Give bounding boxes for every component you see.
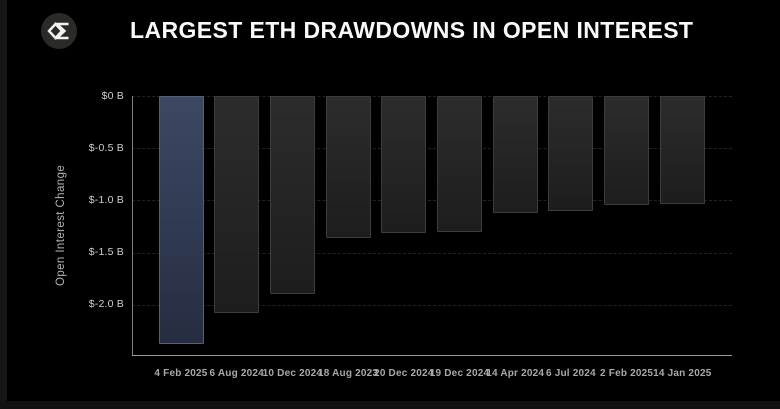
gridline [132,304,732,306]
bar-18-aug-2023[interactable] [325,96,371,239]
bar-14-jan-2025[interactable] [659,96,705,204]
bar-20-dec-2024[interactable] [381,96,427,233]
gridline [132,148,732,150]
chart-title: LARGEST ETH DRAWDOWNS IN OPEN INTEREST [130,17,694,43]
x-tick-label: 4 Feb 2025 [154,368,208,379]
bar-6-aug-2024[interactable] [214,96,260,314]
x-tick-label: 14 Jan 2025 [653,368,712,379]
x-tick-label: 20 Dec 2024 [374,368,434,379]
bar-14-apr-2024[interactable] [492,96,538,213]
gridline [132,200,732,202]
bar-19-dec-2024[interactable] [437,96,482,232]
bar-2-feb-2025[interactable] [604,96,650,205]
page-bottom-edge [0,401,780,409]
plot-area [132,96,732,355]
y-axis-line [132,96,133,356]
y-tick-label: $-1.0 B [88,193,124,206]
bar-6-jul-2024[interactable] [548,96,594,211]
x-axis-line [132,355,732,356]
x-tick-label: 19 Dec 2024 [429,368,490,379]
y-tick-label: $-0.5 B [88,141,124,154]
sigma-diamond-icon [41,13,77,49]
page-left-edge [0,0,7,409]
y-axis-title: Open Interest Change [55,164,67,287]
bar-4-feb-2025[interactable] [158,96,204,344]
x-tick-label: 2 Feb 2025 [600,368,654,379]
x-tick-label: 10 Dec 2024 [262,368,323,379]
gridline [132,96,732,97]
y-tick-label: $-1.5 B [88,246,124,259]
brand-logo[interactable] [41,13,77,49]
y-tick-label: $-2.0 B [88,298,124,311]
x-tick-label: 18 Aug 2023 [317,368,379,379]
x-tick-label: 14 Apr 2024 [486,368,545,379]
y-tick-label: $0 B [101,89,124,102]
gridline [132,252,732,254]
x-tick-label: 6 Aug 2024 [209,368,264,379]
x-tick-label: 6 Jul 2024 [545,368,596,379]
bar-10-dec-2024[interactable] [269,96,315,295]
